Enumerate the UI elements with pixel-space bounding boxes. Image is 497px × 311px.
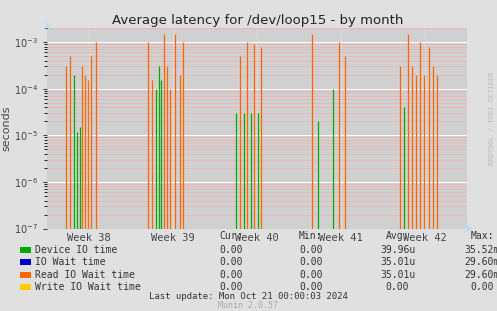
Text: Read IO Wait time: Read IO Wait time (35, 270, 135, 280)
Text: Avg:: Avg: (386, 231, 410, 241)
Text: 0.00: 0.00 (386, 282, 410, 292)
Text: Max:: Max: (470, 231, 494, 241)
Text: 39.96u: 39.96u (380, 245, 415, 255)
Text: 0.00: 0.00 (299, 258, 323, 267)
Text: 0.00: 0.00 (219, 270, 243, 280)
Text: 35.52m: 35.52m (465, 245, 497, 255)
Text: 0.00: 0.00 (299, 270, 323, 280)
Text: Last update: Mon Oct 21 00:00:03 2024: Last update: Mon Oct 21 00:00:03 2024 (149, 291, 348, 300)
Text: 0.00: 0.00 (219, 258, 243, 267)
Text: Munin 2.0.57: Munin 2.0.57 (219, 301, 278, 310)
Text: 0.00: 0.00 (470, 282, 494, 292)
Text: Cur:: Cur: (219, 231, 243, 241)
Y-axis label: seconds: seconds (1, 105, 11, 151)
Text: 29.60m: 29.60m (465, 270, 497, 280)
Text: Write IO Wait time: Write IO Wait time (35, 282, 141, 292)
Text: 0.00: 0.00 (219, 282, 243, 292)
Text: Device IO time: Device IO time (35, 245, 117, 255)
Text: 35.01u: 35.01u (380, 258, 415, 267)
Text: 0.00: 0.00 (299, 245, 323, 255)
Title: Average latency for /dev/loop15 - by month: Average latency for /dev/loop15 - by mon… (111, 14, 403, 27)
Text: 0.00: 0.00 (219, 245, 243, 255)
Text: 29.60m: 29.60m (465, 258, 497, 267)
Text: 0.00: 0.00 (299, 282, 323, 292)
Text: RRDTOOL / TOBI OETIKER: RRDTOOL / TOBI OETIKER (489, 72, 495, 165)
Text: Min:: Min: (299, 231, 323, 241)
Text: 35.01u: 35.01u (380, 270, 415, 280)
Text: IO Wait time: IO Wait time (35, 258, 105, 267)
